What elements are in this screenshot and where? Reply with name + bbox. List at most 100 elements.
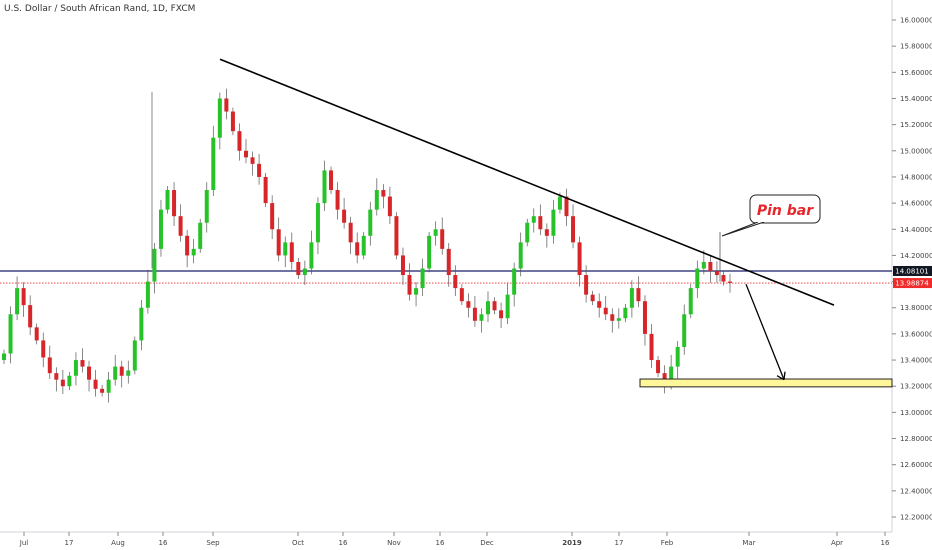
chart-title: U.S. Dollar / South African Rand, 1D, FX… [4,4,196,14]
candle-body [329,170,334,191]
y-tick-label: 12.60000 [900,461,932,469]
candle-body [361,235,366,256]
candle-body [584,275,589,295]
x-tick-label: Jul [19,539,29,547]
candle-body [708,261,713,272]
candle-body [629,288,634,308]
candle-body [204,190,209,223]
x-tick-label: Mar [742,539,755,547]
candle-body [518,242,523,269]
candle-body [132,340,137,371]
y-tick-label: 13.20000 [900,383,932,391]
candle-body [276,229,281,256]
candle-body [152,248,157,282]
candle-body [682,314,687,347]
candle-body [355,242,360,256]
candle-body [505,294,510,319]
candle-body [394,216,399,256]
candle-body [603,307,608,315]
candle-body [172,190,177,217]
x-tick-label: 16 [339,539,348,547]
candle-body [544,229,549,236]
candle-body [47,357,52,374]
candle-body [119,366,124,376]
candle-body [198,222,203,249]
pin-bar-label: Pin bar [757,203,814,219]
x-tick-label: 17 [65,539,74,547]
y-tick-label: 12.40000 [900,487,932,495]
price-label: 13.98874 [895,280,929,288]
x-tick-label: Feb [661,539,674,547]
candle-body [453,275,458,289]
callout-pointer [721,221,765,237]
candle-body [15,288,20,315]
candle-body [309,242,314,269]
candle-body [499,310,504,319]
y-tick-label: 15.00000 [900,147,932,155]
candle-body [224,98,229,112]
candle-body [610,314,615,321]
y-tick-label: 16.00000 [900,17,932,25]
trendline [219,58,835,306]
candle-body [472,307,477,321]
candle-body [87,366,92,380]
price-label-box [893,265,932,276]
candle-body [616,318,621,321]
candle-body [158,209,163,249]
pin-bar-callout [749,194,821,224]
candle-body [479,314,484,321]
candle-body [368,209,373,236]
y-tick-label: 14.80000 [900,173,932,181]
candle-body [636,288,641,302]
candle-body [721,275,726,282]
candle-body [178,216,183,236]
candle-body [60,379,65,387]
candle-body [669,366,674,384]
candle-body [296,261,301,276]
candle-body [41,340,46,358]
candle-body [407,275,412,295]
candle-body [427,235,432,269]
candle-body [270,203,275,230]
candle-body [695,268,700,289]
candle-body [8,314,13,354]
y-tick-label: 15.60000 [900,69,932,77]
y-tick-label: 15.80000 [900,43,932,51]
candle-body [54,373,59,380]
candle-body [662,373,667,384]
candle-body [571,216,576,243]
arrow-head [776,371,786,381]
candle-body [701,261,706,269]
y-tick-label: 14.20000 [900,252,932,260]
candle-body [322,170,327,204]
candle-body [459,288,464,302]
candle-body [387,196,392,217]
candle-body [67,375,72,387]
candle-body [348,222,353,243]
candle-body [688,288,693,315]
candle-body [433,229,438,236]
x-tick-label: Aug [111,539,125,547]
x-tick-label: Sep [206,539,220,547]
x-tick-label: 17 [615,539,624,547]
candle-body [139,307,144,341]
candle-body [577,242,582,276]
candle-body [557,196,562,210]
candle-body [420,268,425,289]
y-tick-label: 14.60000 [900,200,932,208]
candle-body [551,209,556,236]
candle-body [414,288,419,295]
candle-body [714,271,719,276]
candle-body [400,255,405,276]
candle-body [381,190,386,197]
candle-body [191,248,196,256]
x-tick-label: 16 [436,539,445,547]
x-tick-label: 2019 [562,539,582,547]
price-label-box [893,278,932,289]
candle-body [21,288,26,306]
candle-body [335,190,340,210]
candle-body [538,216,543,230]
candle-body [492,301,497,311]
